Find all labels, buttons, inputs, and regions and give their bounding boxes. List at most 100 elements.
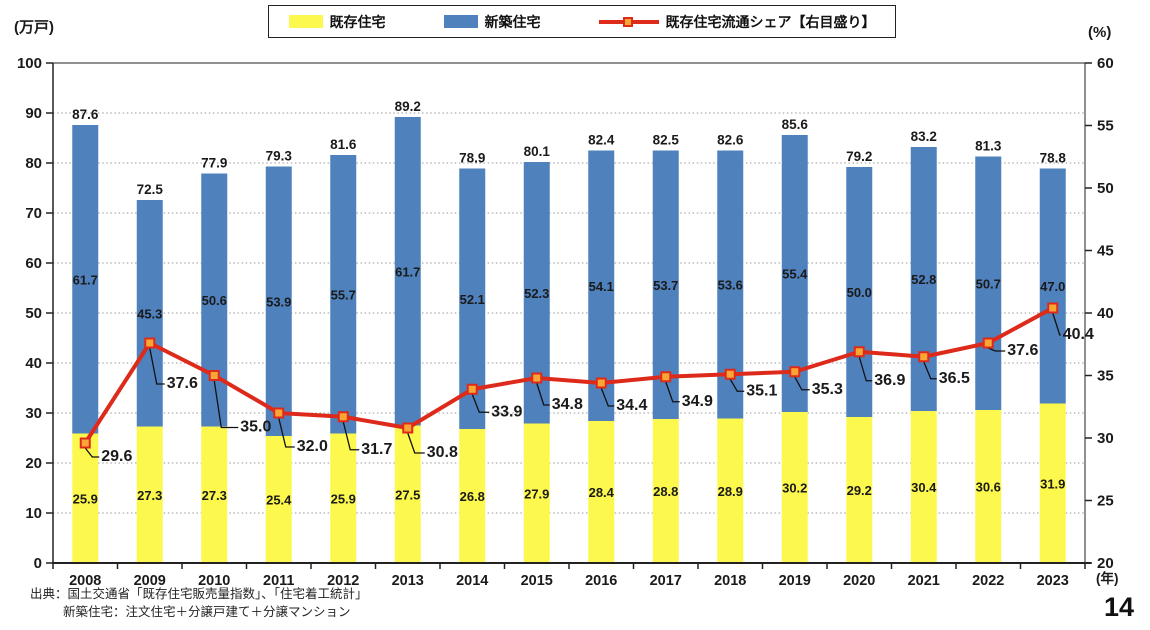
share-marker-2020 — [853, 346, 865, 358]
svg-text:52.3: 52.3 — [524, 286, 549, 301]
share-marker-2023 — [1047, 302, 1059, 314]
svg-text:80.1: 80.1 — [524, 144, 551, 159]
new-swatch — [443, 15, 478, 28]
svg-text:37.6: 37.6 — [167, 375, 198, 392]
svg-text:50.7: 50.7 — [976, 276, 1001, 291]
share-marker-2008 — [79, 437, 91, 449]
axis-tick-labels: 0 10 20 30 40 50 60 70 80 90 100 20 25 30 35 40 45 50 55 60 — [17, 55, 1114, 572]
svg-text:83.2: 83.2 — [911, 129, 937, 144]
svg-text:25.4: 25.4 — [266, 493, 292, 508]
svg-text:61.7: 61.7 — [73, 272, 98, 287]
svg-text:77.9: 77.9 — [201, 156, 227, 171]
svg-text:53.9: 53.9 — [266, 294, 291, 309]
svg-text:79.3: 79.3 — [266, 149, 293, 164]
share-line-marker — [622, 16, 633, 27]
svg-text:79.2: 79.2 — [846, 149, 872, 164]
svg-text:31.9: 31.9 — [1040, 476, 1065, 491]
bar-new-2023 — [1039, 168, 1066, 404]
share-marker-2017 — [660, 371, 672, 383]
share-line-swatch — [598, 16, 659, 28]
share-marker-2019 — [789, 366, 801, 378]
svg-text:28.9: 28.9 — [718, 484, 743, 499]
legend-label-existing: 既存住宅 — [329, 13, 386, 30]
svg-text:2023: 2023 — [1037, 573, 1069, 589]
svg-text:40: 40 — [25, 355, 42, 372]
bar-existing-2018 — [717, 418, 744, 563]
svg-text:2016: 2016 — [585, 573, 617, 589]
svg-text:34.9: 34.9 — [682, 393, 713, 410]
svg-text:10: 10 — [25, 505, 42, 522]
svg-text:25: 25 — [1097, 493, 1114, 510]
svg-text:34.8: 34.8 — [552, 396, 583, 413]
svg-text:30: 30 — [1097, 430, 1114, 447]
source-line-2: 新築住宅：注文住宅＋分譲戸建て＋分譲マンション — [63, 605, 351, 619]
svg-text:29.2: 29.2 — [847, 483, 872, 498]
bar-existing-2020 — [846, 417, 873, 563]
svg-text:82.4: 82.4 — [588, 133, 615, 148]
bar-existing-2009 — [136, 426, 163, 563]
svg-text:55.7: 55.7 — [331, 287, 356, 302]
svg-text:40.4: 40.4 — [1063, 326, 1094, 343]
svg-text:82.5: 82.5 — [653, 133, 680, 148]
legend: 既存住宅 新築住宅 既存住宅流通シェア【右目盛り】 — [268, 5, 896, 38]
bar-new-2008 — [72, 125, 99, 434]
bar-existing-2015 — [523, 423, 550, 563]
svg-text:85.6: 85.6 — [782, 117, 809, 132]
svg-text:30: 30 — [25, 405, 42, 422]
share-markers — [79, 302, 1059, 449]
svg-text:30.4: 30.4 — [911, 480, 937, 495]
share-marker-2022 — [982, 337, 994, 349]
svg-text:78.9: 78.9 — [459, 151, 485, 166]
legend-item-existing: 既存住宅 — [288, 12, 386, 32]
svg-text:32.0: 32.0 — [297, 438, 328, 455]
svg-text:2021: 2021 — [908, 573, 940, 589]
bar-new-2016 — [588, 150, 615, 421]
svg-text:2018: 2018 — [714, 573, 746, 589]
bar-new-2012 — [330, 155, 357, 434]
share-marker-2010 — [208, 370, 220, 381]
svg-text:61.7: 61.7 — [395, 264, 420, 279]
share-marker-2014 — [466, 383, 478, 395]
legend-label-share: 既存住宅流通シェア【右目盛り】 — [665, 13, 876, 30]
source-line-1: 出典：国土交通省「既存住宅販売量指数」、「住宅着工統計」 — [30, 587, 368, 601]
bar-existing-2012 — [330, 433, 357, 563]
legend-item-new: 新築住宅 — [443, 12, 541, 32]
bar-existing-2013 — [394, 425, 421, 563]
bar-existing-2019 — [781, 412, 808, 563]
bar-new-2019 — [781, 135, 808, 412]
share-marker-2021 — [918, 351, 930, 363]
svg-text:81.3: 81.3 — [975, 139, 1002, 154]
bar-new-2011 — [265, 166, 292, 436]
svg-text:36.9: 36.9 — [874, 372, 905, 389]
svg-text:2012: 2012 — [327, 573, 359, 589]
bar-new-2013 — [394, 117, 421, 426]
bar-existing-2011 — [265, 436, 292, 563]
existing-swatch — [288, 15, 323, 28]
svg-text:54.1: 54.1 — [589, 279, 614, 294]
svg-text:2022: 2022 — [972, 573, 1004, 589]
svg-text:25.9: 25.9 — [331, 491, 356, 506]
svg-text:30.2: 30.2 — [782, 481, 807, 496]
svg-text:55: 55 — [1097, 118, 1114, 135]
svg-text:2010: 2010 — [198, 573, 230, 589]
bar-new-2022 — [975, 156, 1002, 410]
svg-text:36.5: 36.5 — [939, 370, 970, 387]
svg-text:81.6: 81.6 — [330, 137, 357, 152]
page-number: 14 — [1103, 592, 1134, 622]
svg-text:89.2: 89.2 — [395, 99, 421, 114]
svg-text:29.6: 29.6 — [101, 448, 132, 465]
svg-text:35: 35 — [1097, 368, 1114, 385]
svg-text:50.6: 50.6 — [202, 293, 227, 308]
svg-text:28.4: 28.4 — [589, 485, 615, 500]
svg-text:27.3: 27.3 — [202, 488, 227, 503]
x-axis-unit: (年) — [1096, 571, 1119, 586]
svg-text:27.9: 27.9 — [524, 486, 549, 501]
svg-text:78.8: 78.8 — [1040, 151, 1067, 166]
bar-existing-2021 — [910, 411, 937, 563]
svg-text:52.8: 52.8 — [911, 272, 936, 287]
bar-existing-2014 — [459, 429, 486, 563]
svg-text:50: 50 — [1097, 180, 1114, 197]
bar-new-2009 — [136, 200, 163, 427]
svg-text:35.0: 35.0 — [240, 419, 271, 436]
source-note: 出典：国土交通省「既存住宅販売量指数」、「住宅着工統計」 新築住宅：注文住宅＋分… — [30, 585, 368, 621]
